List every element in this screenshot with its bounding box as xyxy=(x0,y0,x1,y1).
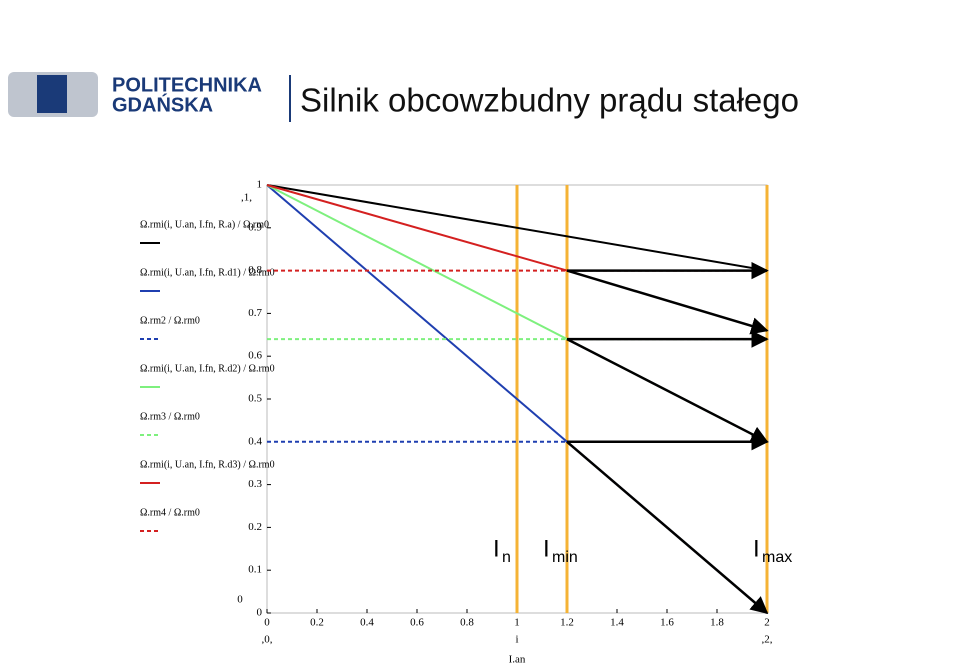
y-tick-label: 0.2 xyxy=(248,521,262,533)
series-line xyxy=(266,184,568,272)
x-tick-label: 0.8 xyxy=(460,617,474,629)
x-tick-label: 2 xyxy=(764,617,770,629)
y-tick-label: 0.9 xyxy=(248,221,262,233)
arrow xyxy=(566,440,769,615)
x-tick-label: 1.6 xyxy=(660,617,674,629)
legend-label: Ω.rmi(i, U.an, I.fn, R.d2) / Ω.rm0 xyxy=(140,363,275,374)
marker-label: I xyxy=(543,535,550,562)
marker-label: I xyxy=(753,535,760,562)
legend-label: Ω.rmi(i, U.an, I.fn, R.d1) / Ω.rm0 xyxy=(140,267,275,278)
y-limit-label: ,1, xyxy=(241,192,252,204)
y-tick-label: 1 xyxy=(257,179,263,191)
x-tick-label: 1 xyxy=(514,617,520,629)
y-tick-label: 0.3 xyxy=(248,478,262,490)
x-axis-label: I.an xyxy=(509,654,526,666)
logo: POLITECHNIKA GDAŃSKA xyxy=(8,72,262,117)
logo-line2: GDAŃSKA xyxy=(112,93,213,116)
marker-label: I xyxy=(493,535,500,562)
x-axis-label: i xyxy=(515,634,518,646)
y-tick-label: 0.8 xyxy=(248,264,262,276)
y-tick-label: 0.4 xyxy=(248,435,262,447)
x-tick-label: 0.4 xyxy=(360,617,374,629)
y-tick-label: 0.7 xyxy=(248,307,262,319)
y-tick-label: 0.6 xyxy=(248,350,262,362)
legend-label: Ω.rmi(i, U.an, I.fn, R.d3) / Ω.rm0 xyxy=(140,459,275,470)
marker-sub: min xyxy=(552,549,578,566)
x-tick-label: 0 xyxy=(264,617,270,629)
x-tick-label: 0.6 xyxy=(410,617,424,629)
legend-label: Ω.rm3 / Ω.rm0 xyxy=(140,411,200,422)
arrow xyxy=(566,337,769,443)
legend-label: Ω.rm2 / Ω.rm0 xyxy=(140,315,200,326)
y-tick-label: 0 xyxy=(257,607,263,619)
x-limit-label: ,0, xyxy=(262,634,273,646)
legend-label: Ω.rm4 / Ω.rm0 xyxy=(140,507,200,518)
arrow xyxy=(566,269,769,335)
logo-line1: POLITECHNIKA xyxy=(112,74,262,96)
y-tick-label: 0.1 xyxy=(248,564,262,576)
x-tick-label: 1.2 xyxy=(560,617,574,629)
x-tick-label: 1.8 xyxy=(710,617,724,629)
marker-sub: max xyxy=(762,549,792,566)
x-tick-label: 1.4 xyxy=(610,617,624,629)
y-tick-label: 0.5 xyxy=(248,393,262,405)
series-line xyxy=(266,184,768,272)
marker-sub: n xyxy=(502,549,511,566)
legend-label: Ω.rmi(i, U.an, I.fn, R.a) / Ω.rm0 xyxy=(140,219,269,230)
page-title: Silnik obcowzbudny prądu stałego xyxy=(300,82,799,119)
y-limit-label: 0 xyxy=(237,594,243,606)
x-limit-label: ,2, xyxy=(762,634,773,646)
x-tick-label: 0.2 xyxy=(310,617,324,629)
